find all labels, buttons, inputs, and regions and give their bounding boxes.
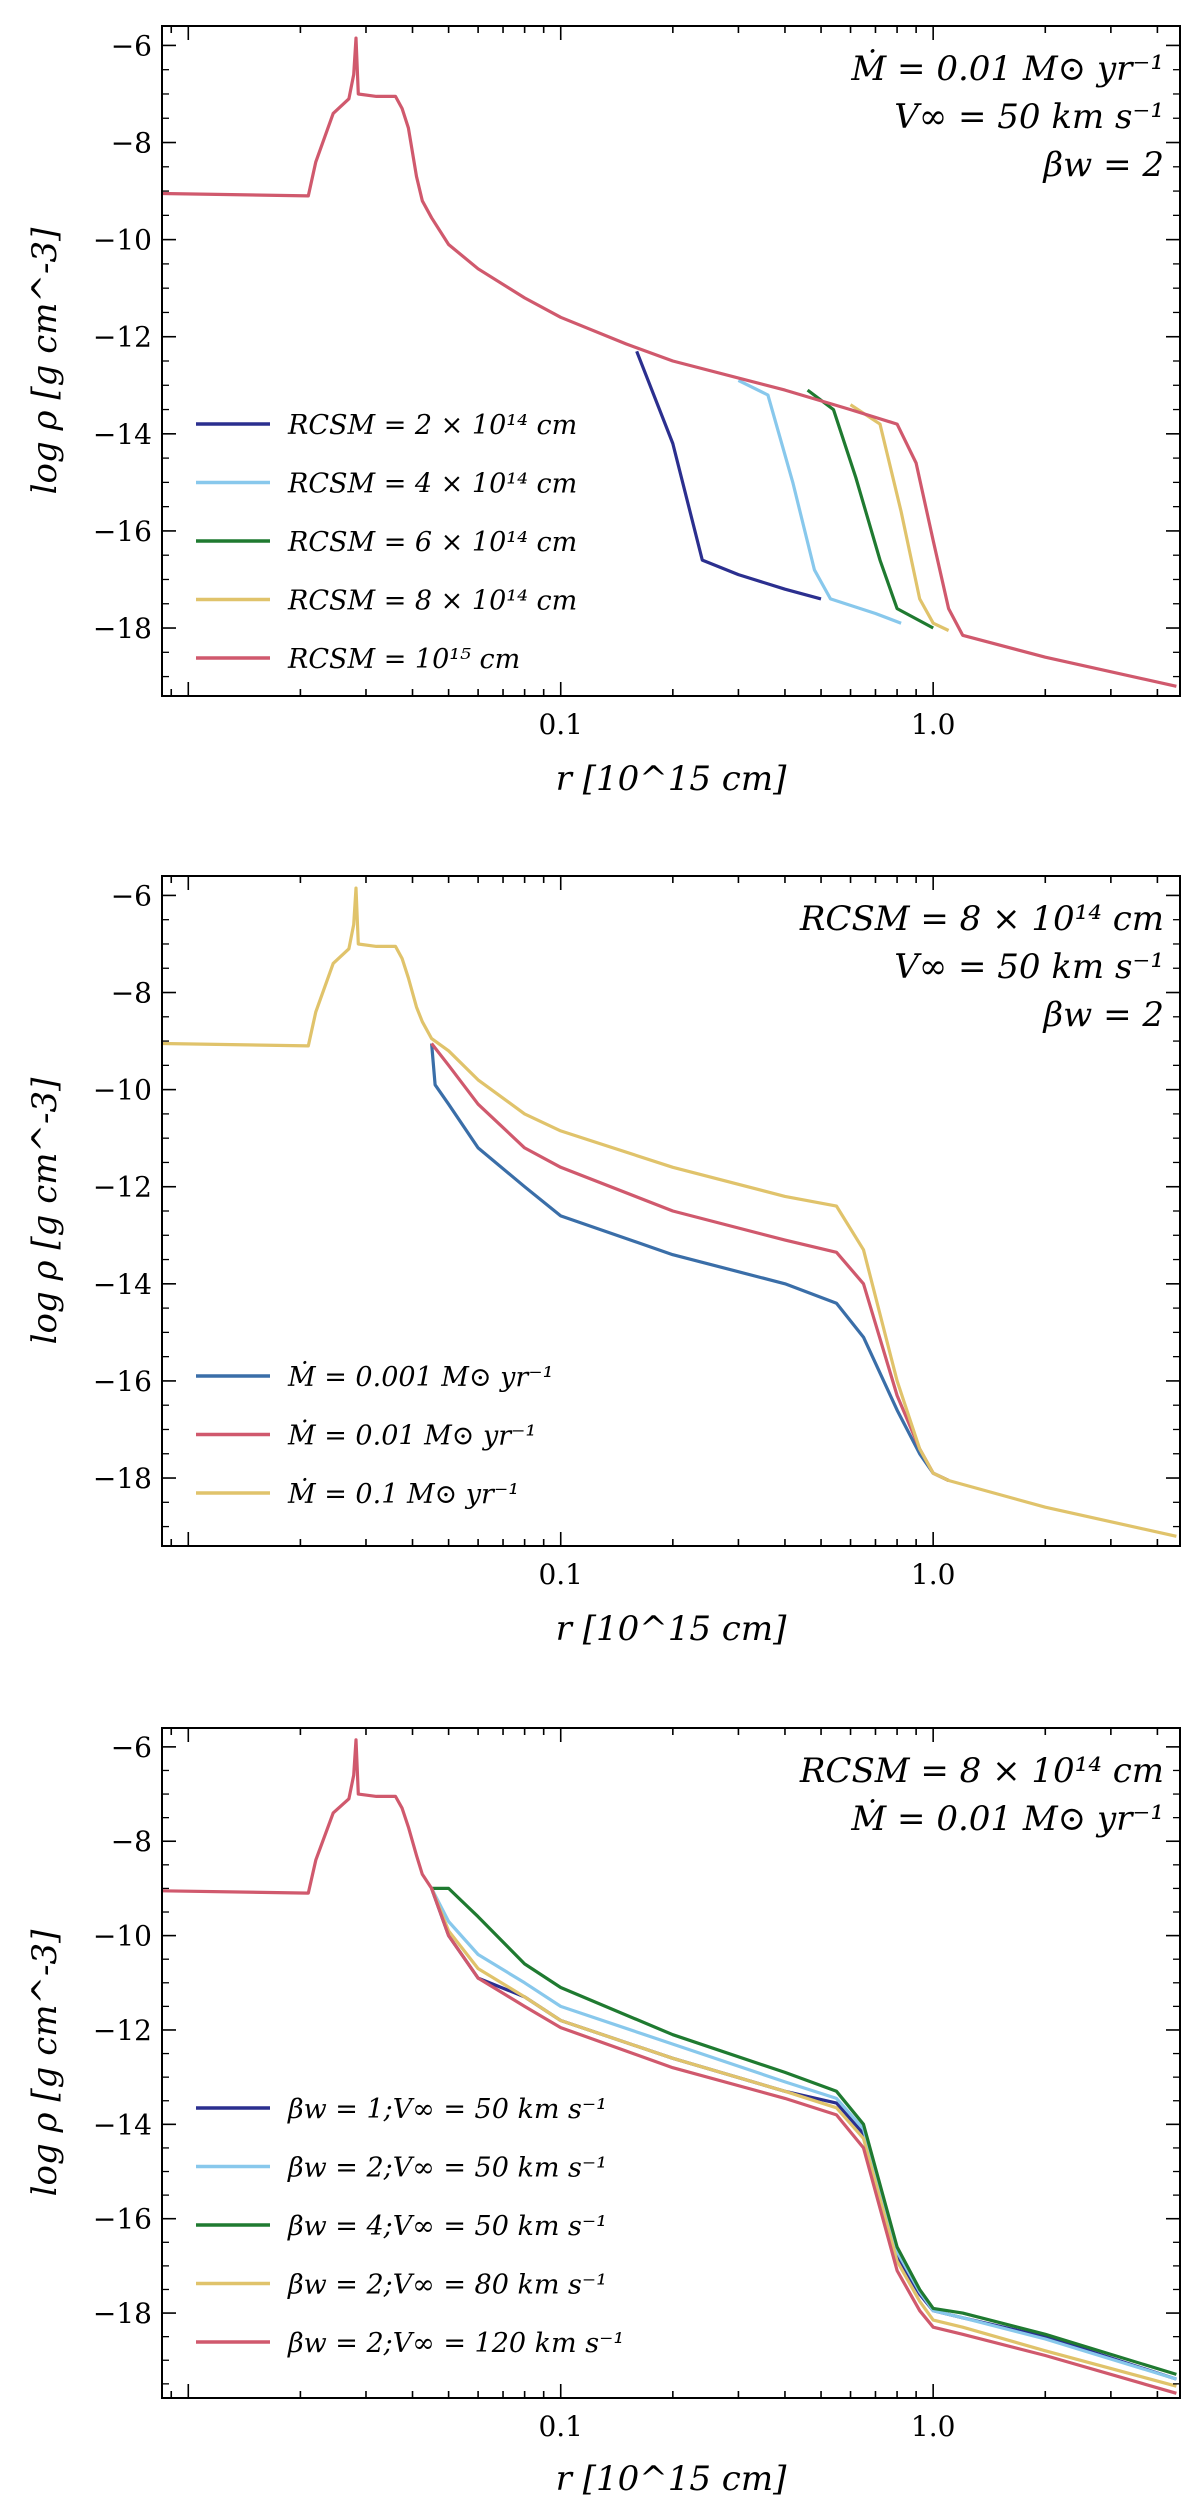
annotation-text: βw = 2 [1042,145,1165,185]
x-tick-label: 0.1 [538,708,583,741]
y-tick-label: −10 [93,1920,152,1953]
series-line-1 [635,350,822,601]
series-line-3 [431,1886,1177,2376]
y-tick-label: −10 [93,1074,152,1107]
plot-frame [161,1727,1181,2399]
legend-label: Ṁ = 0.1 M⊙ yr⁻¹ [287,1477,519,1510]
annotation-text: V∞ = 50 km s⁻¹ [894,947,1164,987]
series-line-5 [162,1738,1177,2395]
series-line-4 [430,1887,1177,2388]
chart-panel-3: 0.1 1.0 −6 −8 −10 −12 −14 −16 −18 r [10^15 cm] log… [25,1727,1181,2499]
plot-area [162,1738,1177,2395]
x-tick-label: 1.0 [911,2410,956,2443]
y-axis-label: log ρ [g cm^-3] [25,1077,65,1344]
y-tick-label: −16 [93,2203,152,2236]
series-line-3 [806,388,934,630]
y-tick-label: −6 [111,879,152,912]
legend: Ṁ = 0.001 M⊙ yr⁻¹ Ṁ = 0.01 M⊙ yr⁻¹ Ṁ = 0.1… [196,1360,553,1510]
chart-panel-1: 0.1 1.0 −6 −8 −10 −12 −14 −16 −18 r [10^15 cm] log… [25,25,1181,799]
legend-label: βw = 1;V∞ = 50 km s⁻¹ [287,2094,607,2125]
legend: RCSM = 2 × 10¹⁴ cm RCSM = 4 × 10¹⁴ cm RCSM… [196,410,577,675]
y-tick-label: −12 [93,321,152,354]
x-tick-label: 1.0 [911,708,956,741]
x-axis-label: r [10^15 cm] [556,2459,787,2499]
annotation-text: RCSM = 8 × 10¹⁴ cm [799,899,1164,939]
chart-panel-2: 0.1 1.0 −6 −8 −10 −12 −14 −16 −18 r [10^15 cm] log… [25,875,1181,1649]
legend-label: RCSM = 6 × 10¹⁴ cm [287,527,577,558]
annotation-text: V∞ = 50 km s⁻¹ [894,97,1164,137]
annotation-text: Ṁ = 0.01 M⊙ yr⁻¹ [850,1799,1164,1839]
series-line-3 [162,886,1177,1538]
legend-label: RCSM = 2 × 10¹⁴ cm [287,410,577,441]
y-tick-label: −12 [93,2014,152,2047]
y-tick-label: −8 [111,1825,152,1858]
x-tick-label: 0.1 [538,1558,583,1591]
plot-area [162,886,1177,1538]
legend-label: Ṁ = 0.01 M⊙ yr⁻¹ [287,1419,536,1452]
y-tick-label: −18 [93,2297,152,2330]
legend: βw = 1;V∞ = 50 km s⁻¹ βw = 2;V∞ = 50 km s… [196,2094,624,2359]
annotation-text: RCSM = 8 × 10¹⁴ cm [799,1751,1164,1791]
series-line-2 [430,1042,950,1482]
y-tick-label: −8 [111,977,152,1010]
legend-label: RCSM = 8 × 10¹⁴ cm [287,586,577,617]
legend-label: βw = 2;V∞ = 80 km s⁻¹ [287,2270,607,2301]
annotation-text: βw = 2 [1042,995,1165,1035]
series-line-2 [430,1887,1177,2381]
series-line-5 [162,36,1177,688]
y-tick-label: −18 [93,1462,152,1495]
series-line-4 [849,403,950,632]
legend-label: Ṁ = 0.001 M⊙ yr⁻¹ [287,1360,553,1393]
y-tick-label: −12 [93,1171,152,1204]
y-tick-label: −16 [93,515,152,548]
x-tick-label: 1.0 [911,1558,956,1591]
y-tick-label: −14 [93,418,152,451]
annotation-text: Ṁ = 0.01 M⊙ yr⁻¹ [850,49,1164,89]
legend-label: βw = 4;V∞ = 50 km s⁻¹ [287,2211,607,2242]
legend-label: RCSM = 10¹⁵ cm [287,644,520,675]
legend-label: βw = 2;V∞ = 50 km s⁻¹ [287,2153,607,2184]
y-tick-label: −10 [93,224,152,257]
legend-label: RCSM = 4 × 10¹⁴ cm [287,469,577,500]
x-axis-label: r [10^15 cm] [556,1609,787,1649]
y-axis-label: log ρ [g cm^-3] [25,227,65,494]
y-tick-label: −6 [111,1731,152,1764]
y-tick-label: −16 [93,1365,152,1398]
series-line-2 [737,378,902,625]
x-axis-label: r [10^15 cm] [556,759,787,799]
series-line-1 [430,1887,1177,2381]
y-tick-label: −8 [111,127,152,160]
y-tick-label: −14 [93,2108,152,2141]
legend-label: βw = 2;V∞ = 120 km s⁻¹ [287,2328,624,2359]
y-tick-label: −18 [93,612,152,645]
x-tick-label: 0.1 [538,2410,583,2443]
y-axis-label: log ρ [g cm^-3] [25,1929,65,2196]
y-tick-label: −14 [93,1268,152,1301]
series-line-1 [430,1043,950,1482]
plot-area [162,36,1177,688]
y-tick-label: −6 [111,29,152,62]
